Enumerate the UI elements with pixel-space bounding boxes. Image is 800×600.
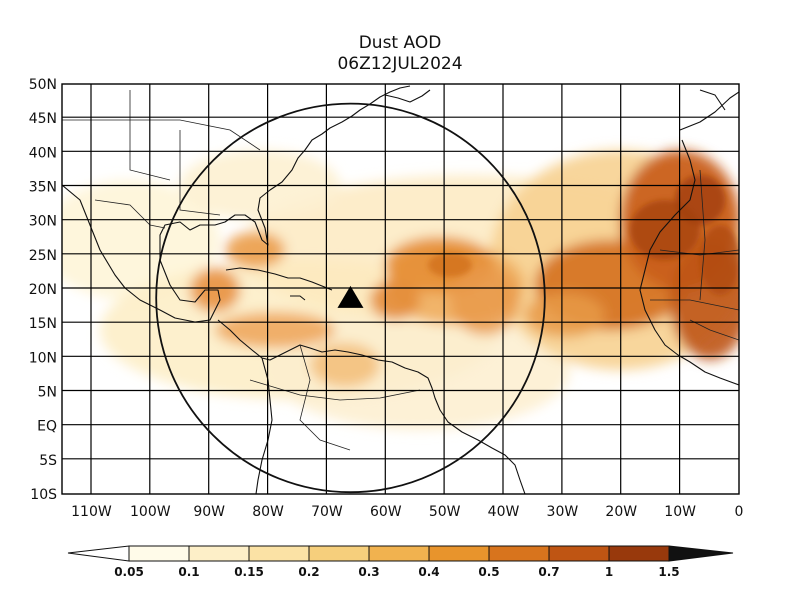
colorbar-label: 0.1 [178,565,199,579]
colorbar-swatch [548,545,610,562]
lon-label: 20W [605,504,637,520]
colorbar: 0.05 0.1 0.15 0.2 0.3 0.4 0.5 0.7 1 1.5 [67,545,734,579]
colorbar-label: 1 [605,565,613,579]
colorbar-label: 0.5 [478,565,499,579]
lon-label: 100W [130,504,171,520]
plot-area [62,84,739,494]
lat-label: 30N [29,214,57,230]
map-subtitle: 06Z12JUL2024 [337,54,462,74]
latitude-tick-labels: 50N 45N 40N 35N 30N 25N 20N 15N 10N 5N EQ 5S 10S [29,77,57,503]
lat-label: 15N [29,316,57,332]
colorbar-label: 0.4 [418,565,439,579]
colorbar-label: 0.3 [358,565,379,579]
map-title: Dust AOD [359,33,442,53]
plot-frame [61,83,740,495]
lon-label: 110W [71,504,112,520]
colorbar-swatch [188,545,250,562]
colorbar-swatch [128,545,190,562]
lat-label: 35N [29,180,57,196]
range-ring [155,102,546,494]
lat-label: 20N [29,282,57,298]
colorbar-label: 0.7 [538,565,559,579]
colorbar-swatch [488,545,550,562]
colorbar-swatch [248,545,310,562]
lat-label: 5S [39,453,57,469]
lat-label: 40N [29,145,57,161]
colorbar-label: 0.2 [298,565,319,579]
colorbar-swatch [308,545,370,562]
lat-label: 25N [29,248,57,264]
longitude-tick-labels: 110W 100W 90W 80W 70W 60W 50W 40W 30W 20W 10W 0 [71,504,743,520]
lat-label: EQ [37,419,57,435]
lon-label: 50W [429,504,461,520]
lon-label: 0 [735,504,744,520]
lon-label: 90W [193,504,225,520]
colorbar-over-arrow [668,545,734,562]
lat-label: 50N [29,77,57,93]
lon-label: 10W [664,504,696,520]
colorbar-label: 0.05 [114,565,144,579]
colorbar-swatch [428,545,490,562]
colorbar-under-arrow [67,545,130,562]
lat-label: 10N [29,350,57,366]
lon-label: 80W [252,504,284,520]
lon-label: 30W [547,504,579,520]
lon-label: 40W [488,504,520,520]
lon-label: 60W [370,504,402,520]
lon-label: 70W [311,504,343,520]
colorbar-swatch [608,545,670,562]
colorbar-label: 0.15 [234,565,264,579]
location-marker-icon [337,285,364,308]
colorbar-label: 1.5 [658,565,679,579]
lat-label: 10S [30,487,57,503]
lat-label: 45N [29,111,57,127]
lat-label: 5N [38,385,57,401]
colorbar-swatch [368,545,430,562]
lat-lon-grid [62,84,739,494]
